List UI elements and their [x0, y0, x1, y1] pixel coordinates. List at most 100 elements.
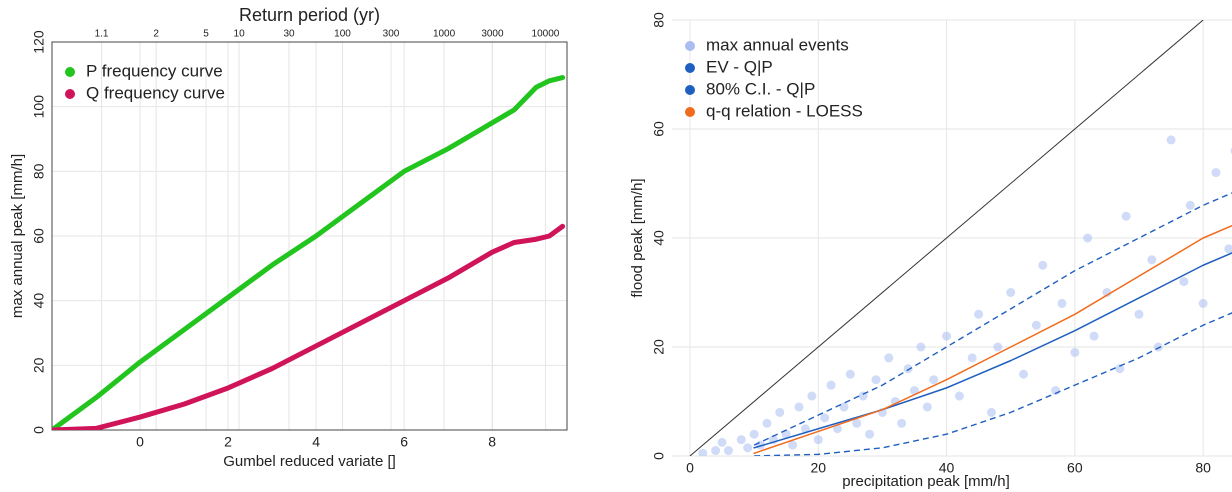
scatter-point [807, 391, 817, 401]
series-line [52, 75, 566, 430]
scatter-point [749, 429, 759, 439]
panel: 0 20 40 60 80 0 20 40 60 80 precipitation peak [mm… [629, 12, 1232, 490]
legend-label: EV - Q|P [706, 57, 773, 76]
y-tick-label: 120 [31, 30, 47, 54]
scatter-point [929, 375, 939, 385]
scatter-point [1166, 135, 1176, 145]
scatter-point [1121, 211, 1131, 221]
x-axis-label: precipitation peak [mm/h] [842, 473, 1010, 490]
ci-line [753, 192, 1232, 446]
scatter-point [1115, 364, 1125, 374]
scatter-point [897, 418, 907, 428]
scatter-point [1198, 298, 1208, 308]
scatter-point [852, 418, 862, 428]
scatter-point [800, 424, 810, 434]
x2-tick-label: 3000 [481, 29, 504, 40]
x2-tick-label: 300 [383, 29, 400, 40]
scatter-point [1153, 342, 1163, 352]
scatter-point [1006, 288, 1016, 297]
x2-tick-label: 100 [334, 29, 351, 40]
scatter-point [993, 342, 1003, 352]
ci-line [754, 312, 1232, 456]
scatter-point [865, 429, 875, 439]
x-tick-label: 40 [939, 460, 955, 476]
plot-frame [51, 41, 568, 431]
x-axis-label: Gumbel reduced variate [] [223, 453, 396, 470]
scatter-point [1019, 369, 1029, 379]
scatter-point [890, 397, 900, 406]
x-tick-label: 2 [224, 434, 232, 450]
scatter-point [1089, 331, 1099, 341]
legend-label: P frequency curve [86, 61, 223, 80]
x2-tick-label: 2 [153, 29, 159, 40]
scatter-point [1147, 255, 1157, 265]
scatter-point [826, 380, 836, 390]
scatter-point [974, 309, 984, 319]
x-tick-label: 8 [488, 434, 496, 450]
scatter-point [986, 407, 996, 417]
scatter-point [698, 448, 708, 456]
x2-tick-label: 10 [234, 29, 246, 40]
legend-marker [685, 85, 695, 95]
scatter-point [903, 364, 913, 374]
x-tick-label: 60 [1067, 460, 1083, 476]
legend-marker [65, 67, 75, 77]
y-tick-label: 40 [651, 230, 667, 246]
legend-marker [685, 63, 695, 73]
scatter-point [762, 418, 772, 428]
x2-tick-label: 10000 [532, 29, 560, 40]
legend-label: 80% C.I. - Q|P [706, 79, 815, 98]
legend-marker [685, 41, 695, 51]
scatter-point [788, 440, 798, 450]
series-line [753, 224, 1232, 455]
x-tick-label: 6 [400, 434, 408, 450]
y-axis-label: flood peak [mm/h] [629, 178, 646, 297]
scatter-point [967, 353, 977, 363]
x-tick-label: 4 [312, 434, 320, 450]
scatter-point [1038, 260, 1048, 270]
scatter-point [781, 429, 791, 439]
scatter-point [711, 446, 721, 456]
scatter-point [775, 407, 785, 417]
x-tick-label: 80 [1195, 460, 1211, 476]
scatter-point [884, 353, 894, 363]
scatter-point [942, 331, 952, 341]
scatter-point [1031, 320, 1041, 330]
y-tick-label: 60 [651, 121, 667, 137]
identity-line [689, 20, 1204, 456]
x2-tick-label: 30 [283, 29, 295, 40]
scatter-point [1134, 309, 1144, 319]
scatter-point [1224, 244, 1232, 254]
x2-tick-label: 1.1 [95, 29, 109, 40]
legend-marker [685, 107, 695, 117]
y-tick-label: 80 [31, 163, 47, 179]
scatter-point [871, 375, 881, 385]
scatter-point [1179, 277, 1189, 287]
y-tick-label: 80 [651, 12, 667, 28]
legend-label: max annual events [706, 35, 849, 54]
legend-label: q-q relation - LOESS [706, 101, 863, 120]
plot-area [689, 20, 1232, 456]
scatter-point [723, 446, 733, 456]
y-tick-label: 40 [31, 293, 47, 309]
series-line [52, 223, 566, 430]
x-tick-label: 20 [810, 460, 826, 476]
plot-area [52, 75, 566, 430]
y-tick-label: 20 [31, 357, 47, 373]
scatter-point [954, 391, 964, 401]
y-tick-label: 100 [31, 95, 47, 119]
scatter-point [1211, 168, 1221, 178]
scatter-point [743, 443, 753, 453]
x2-tick-label: 5 [203, 29, 209, 40]
legend-label: Q frequency curve [86, 83, 225, 102]
scatter-point [813, 435, 823, 445]
y-tick-label: 20 [651, 339, 667, 355]
scatter-point [1057, 298, 1067, 308]
scatter-point [1083, 233, 1093, 243]
scatter-point [845, 369, 855, 379]
scatter-point [794, 402, 804, 412]
y-axis-label: max annual peak [mm/h] [9, 154, 26, 318]
scatter-point [839, 402, 849, 412]
